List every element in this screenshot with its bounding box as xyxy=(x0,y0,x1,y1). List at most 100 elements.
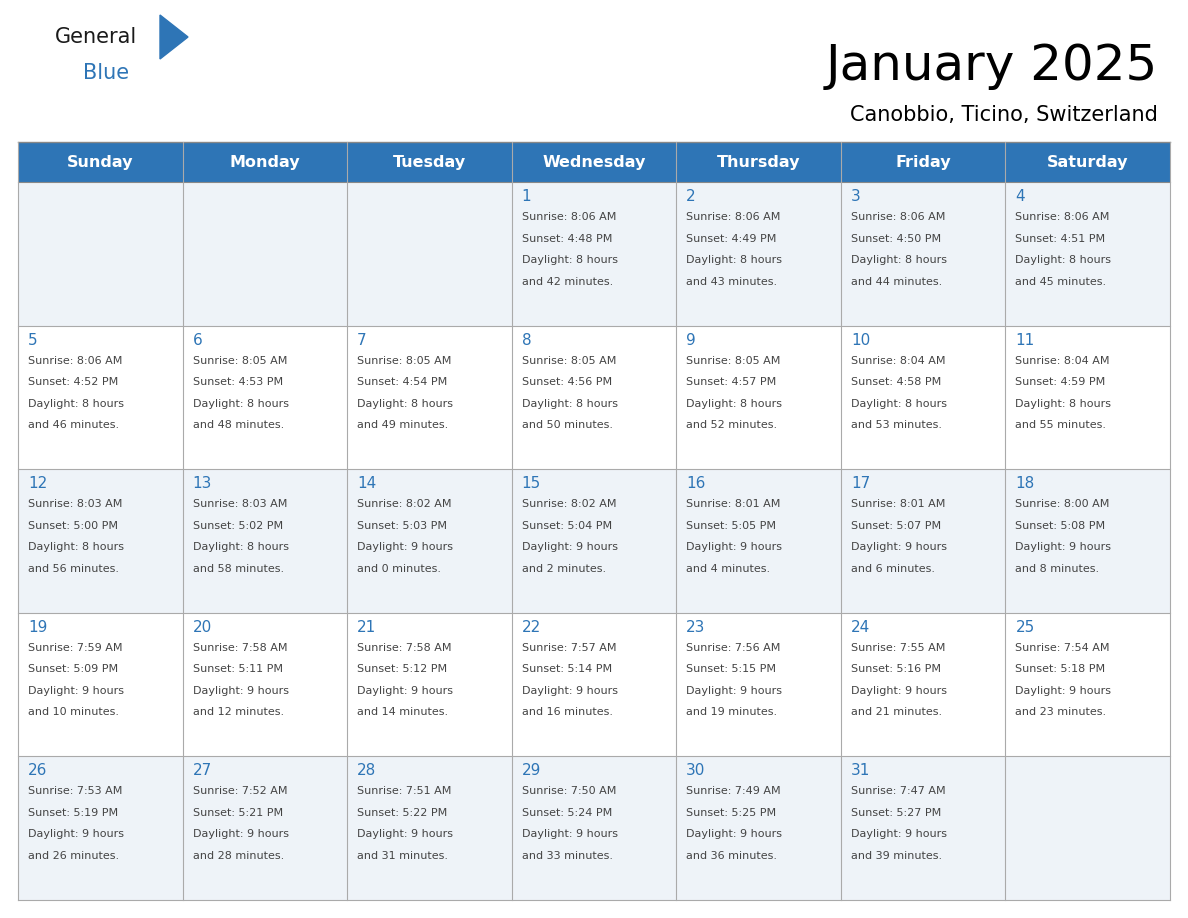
Text: 14: 14 xyxy=(358,476,377,491)
Bar xyxy=(841,756,1005,900)
Text: Sunset: 5:02 PM: Sunset: 5:02 PM xyxy=(192,521,283,531)
Text: and 58 minutes.: and 58 minutes. xyxy=(192,564,284,574)
Text: Daylight: 8 hours: Daylight: 8 hours xyxy=(851,255,947,265)
Text: 21: 21 xyxy=(358,620,377,635)
Polygon shape xyxy=(160,15,188,59)
Bar xyxy=(347,182,512,326)
Text: 29: 29 xyxy=(522,764,541,778)
Text: Sunrise: 8:06 AM: Sunrise: 8:06 AM xyxy=(687,212,781,222)
Text: and 0 minutes.: and 0 minutes. xyxy=(358,564,441,574)
Text: Sunset: 5:00 PM: Sunset: 5:00 PM xyxy=(29,521,118,531)
Text: Daylight: 8 hours: Daylight: 8 hours xyxy=(522,255,618,265)
Text: Sunrise: 8:01 AM: Sunrise: 8:01 AM xyxy=(687,499,781,509)
Text: and 43 minutes.: and 43 minutes. xyxy=(687,276,777,286)
Text: Sunrise: 7:54 AM: Sunrise: 7:54 AM xyxy=(1016,643,1110,653)
Text: and 10 minutes.: and 10 minutes. xyxy=(29,707,119,717)
Bar xyxy=(1005,469,1170,613)
Text: 26: 26 xyxy=(29,764,48,778)
Text: Sunrise: 7:58 AM: Sunrise: 7:58 AM xyxy=(192,643,287,653)
Text: and 52 minutes.: and 52 minutes. xyxy=(687,420,777,431)
Text: Daylight: 8 hours: Daylight: 8 hours xyxy=(851,398,947,409)
Text: General: General xyxy=(55,27,138,47)
Text: 1: 1 xyxy=(522,189,531,204)
Text: Sunrise: 8:04 AM: Sunrise: 8:04 AM xyxy=(851,355,946,365)
Text: 13: 13 xyxy=(192,476,211,491)
Bar xyxy=(1005,613,1170,756)
Text: and 6 minutes.: and 6 minutes. xyxy=(851,564,935,574)
Text: 7: 7 xyxy=(358,332,367,348)
Bar xyxy=(841,613,1005,756)
Bar xyxy=(347,469,512,613)
Text: Daylight: 9 hours: Daylight: 9 hours xyxy=(1016,543,1112,553)
Bar xyxy=(512,326,676,469)
Text: Sunrise: 7:49 AM: Sunrise: 7:49 AM xyxy=(687,787,781,797)
Text: Sunset: 5:08 PM: Sunset: 5:08 PM xyxy=(1016,521,1106,531)
Text: Sunset: 5:07 PM: Sunset: 5:07 PM xyxy=(851,521,941,531)
Text: 16: 16 xyxy=(687,476,706,491)
Text: and 39 minutes.: and 39 minutes. xyxy=(851,851,942,861)
Text: Daylight: 8 hours: Daylight: 8 hours xyxy=(687,255,782,265)
Bar xyxy=(183,182,347,326)
Text: Sunset: 4:54 PM: Sunset: 4:54 PM xyxy=(358,377,448,387)
Bar xyxy=(18,613,183,756)
Text: and 55 minutes.: and 55 minutes. xyxy=(1016,420,1106,431)
Text: Sunset: 5:25 PM: Sunset: 5:25 PM xyxy=(687,808,777,818)
Text: Sunrise: 7:59 AM: Sunrise: 7:59 AM xyxy=(29,643,122,653)
Text: Sunrise: 8:05 AM: Sunrise: 8:05 AM xyxy=(687,355,781,365)
Text: Sunset: 4:58 PM: Sunset: 4:58 PM xyxy=(851,377,941,387)
Text: Daylight: 9 hours: Daylight: 9 hours xyxy=(522,543,618,553)
Text: and 53 minutes.: and 53 minutes. xyxy=(851,420,942,431)
Bar xyxy=(347,613,512,756)
Text: Sunrise: 8:00 AM: Sunrise: 8:00 AM xyxy=(1016,499,1110,509)
Text: Daylight: 8 hours: Daylight: 8 hours xyxy=(1016,255,1112,265)
Bar xyxy=(841,326,1005,469)
Text: and 28 minutes.: and 28 minutes. xyxy=(192,851,284,861)
Bar xyxy=(183,326,347,469)
Text: Sunset: 5:04 PM: Sunset: 5:04 PM xyxy=(522,521,612,531)
Text: Daylight: 9 hours: Daylight: 9 hours xyxy=(192,829,289,839)
Text: and 42 minutes.: and 42 minutes. xyxy=(522,276,613,286)
Text: Daylight: 8 hours: Daylight: 8 hours xyxy=(1016,398,1112,409)
Text: Sunset: 4:48 PM: Sunset: 4:48 PM xyxy=(522,233,612,243)
Text: Sunrise: 8:06 AM: Sunrise: 8:06 AM xyxy=(29,355,122,365)
Bar xyxy=(183,613,347,756)
Text: Sunset: 4:49 PM: Sunset: 4:49 PM xyxy=(687,233,777,243)
Text: Daylight: 9 hours: Daylight: 9 hours xyxy=(29,686,124,696)
Text: Sunset: 4:51 PM: Sunset: 4:51 PM xyxy=(1016,233,1106,243)
Text: Daylight: 9 hours: Daylight: 9 hours xyxy=(29,829,124,839)
Bar xyxy=(841,182,1005,326)
Text: Sunrise: 7:50 AM: Sunrise: 7:50 AM xyxy=(522,787,617,797)
Text: 11: 11 xyxy=(1016,332,1035,348)
Text: 5: 5 xyxy=(29,332,38,348)
Bar xyxy=(18,326,183,469)
Bar xyxy=(676,326,841,469)
Text: and 45 minutes.: and 45 minutes. xyxy=(1016,276,1106,286)
Text: Sunrise: 7:52 AM: Sunrise: 7:52 AM xyxy=(192,787,287,797)
Text: Daylight: 8 hours: Daylight: 8 hours xyxy=(29,543,124,553)
Text: Daylight: 9 hours: Daylight: 9 hours xyxy=(522,686,618,696)
Text: Sunrise: 8:06 AM: Sunrise: 8:06 AM xyxy=(851,212,946,222)
Text: and 36 minutes.: and 36 minutes. xyxy=(687,851,777,861)
Text: Daylight: 8 hours: Daylight: 8 hours xyxy=(192,398,289,409)
Text: Sunrise: 8:05 AM: Sunrise: 8:05 AM xyxy=(522,355,617,365)
Bar xyxy=(1005,182,1170,326)
Text: 20: 20 xyxy=(192,620,211,635)
Text: Sunrise: 8:06 AM: Sunrise: 8:06 AM xyxy=(522,212,617,222)
Text: Sunrise: 8:01 AM: Sunrise: 8:01 AM xyxy=(851,499,946,509)
Bar xyxy=(841,469,1005,613)
Text: Sunset: 5:22 PM: Sunset: 5:22 PM xyxy=(358,808,448,818)
Bar xyxy=(1005,326,1170,469)
Text: and 49 minutes.: and 49 minutes. xyxy=(358,420,448,431)
Text: Daylight: 8 hours: Daylight: 8 hours xyxy=(522,398,618,409)
Text: Monday: Monday xyxy=(229,154,301,170)
Text: Daylight: 8 hours: Daylight: 8 hours xyxy=(358,398,453,409)
Text: Sunset: 5:19 PM: Sunset: 5:19 PM xyxy=(29,808,118,818)
Bar xyxy=(18,756,183,900)
Text: Sunrise: 7:51 AM: Sunrise: 7:51 AM xyxy=(358,787,451,797)
Text: 18: 18 xyxy=(1016,476,1035,491)
Text: Sunset: 4:59 PM: Sunset: 4:59 PM xyxy=(1016,377,1106,387)
Bar xyxy=(347,326,512,469)
Text: and 23 minutes.: and 23 minutes. xyxy=(1016,707,1106,717)
Text: and 44 minutes.: and 44 minutes. xyxy=(851,276,942,286)
Text: Sunset: 4:52 PM: Sunset: 4:52 PM xyxy=(29,377,119,387)
